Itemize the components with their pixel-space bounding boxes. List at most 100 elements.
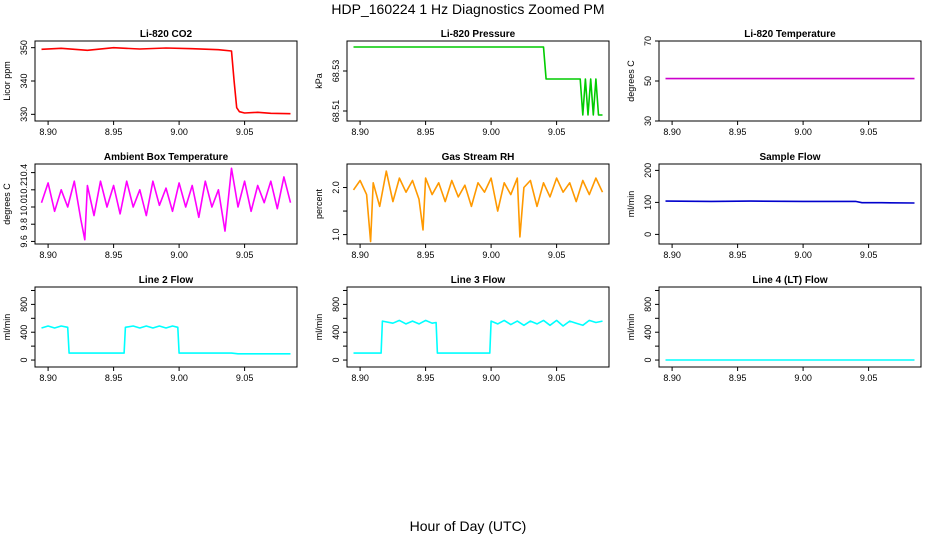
y-tick-label: 30 — [643, 116, 653, 126]
panel-3: Li-820 Temperature degrees C 8.90 8.95 9.00 9… — [626, 29, 922, 137]
x-axis-label: Hour of Day (UTC) — [409, 518, 527, 534]
x-tick-label: 9.05 — [548, 373, 566, 383]
y-tick-label: 0 — [19, 358, 29, 363]
y-axis-label: ml/min — [314, 314, 324, 341]
y-tick-label: 1.0 — [331, 228, 341, 241]
x-tick-label: 8.90 — [663, 127, 681, 137]
series-line-1 — [40, 167, 292, 241]
plot-frame — [346, 286, 610, 368]
x-tick-label: 9.05 — [236, 373, 254, 383]
panel-9: Line 4 (LT) Flow ml/min 8.90 8.95 9.00 9.05 0 4… — [626, 275, 922, 383]
x-tick-label: 9.00 — [794, 250, 812, 260]
x-tick-label: 8.95 — [105, 373, 123, 383]
panel-title: Li-820 Pressure — [441, 29, 516, 40]
y-tick-label: 800 — [643, 297, 653, 312]
x-tick-label: 9.00 — [170, 127, 188, 137]
y-tick-label: 100 — [643, 195, 653, 210]
plot-frame — [658, 286, 922, 368]
y-tick-label: 400 — [19, 325, 29, 340]
x-tick-label: 9.00 — [482, 127, 500, 137]
x-tick-label: 8.90 — [351, 373, 369, 383]
x-tick-label: 8.95 — [105, 127, 123, 137]
y-axis-label: ml/min — [2, 314, 12, 341]
y-tick-label: 10.4 — [19, 164, 29, 182]
plot-frame — [658, 163, 922, 245]
y-tick-label: 9.6 — [19, 235, 29, 248]
y-tick-label: 200 — [643, 163, 653, 178]
panel-title: Line 4 (LT) Flow — [752, 275, 828, 286]
x-tick-label: 9.05 — [236, 127, 254, 137]
x-tick-label: 9.00 — [482, 250, 500, 260]
y-axis-label: degrees C — [2, 183, 12, 225]
panel-5: Gas Stream RH percent 8.90 8.95 9.00 9.05 1.0 2… — [314, 152, 610, 260]
y-tick-label: 0 — [643, 358, 653, 363]
series-line-1 — [41, 325, 291, 355]
x-tick-label: 8.95 — [729, 373, 747, 383]
y-tick-label: 340 — [19, 73, 29, 88]
x-tick-label: 9.05 — [548, 127, 566, 137]
y-tick-label: 68.53 — [331, 60, 341, 83]
x-tick-label: 9.05 — [236, 250, 254, 260]
series-line-1 — [665, 200, 915, 204]
page-title: HDP_160224 1 Hz Diagnostics Zoomed PM — [331, 1, 605, 17]
y-axis-label: degrees C — [626, 60, 636, 102]
plot-frame — [658, 40, 922, 122]
x-tick-label: 9.05 — [860, 250, 878, 260]
y-tick-label: 68.51 — [331, 100, 341, 123]
plot-frame — [34, 40, 298, 122]
series-line-1 — [353, 319, 603, 354]
y-tick-label: 10.2 — [19, 181, 29, 199]
x-tick-label: 8.95 — [417, 373, 435, 383]
x-tick-label: 8.95 — [729, 127, 747, 137]
x-tick-label: 9.05 — [860, 127, 878, 137]
y-tick-label: 9.8 — [19, 218, 29, 231]
panel-title: Line 2 Flow — [139, 275, 194, 286]
x-tick-label: 8.90 — [39, 127, 57, 137]
x-tick-label: 8.95 — [417, 127, 435, 137]
panel-title: Li-820 CO2 — [140, 29, 193, 40]
panel-1: Li-820 CO2 Licor ppm 8.90 8.95 9.00 9.05 330 34… — [2, 29, 298, 137]
x-tick-label: 8.95 — [105, 250, 123, 260]
x-tick-label: 9.05 — [860, 373, 878, 383]
plot-frame — [346, 40, 610, 122]
x-tick-label: 8.90 — [39, 250, 57, 260]
x-tick-label: 8.90 — [39, 373, 57, 383]
panel-4: Ambient Box Temperature degrees C 8.90 8.95… — [2, 152, 298, 260]
x-tick-label: 8.90 — [663, 373, 681, 383]
y-tick-label: 350 — [19, 40, 29, 55]
x-tick-label: 8.90 — [351, 250, 369, 260]
y-tick-label: 0 — [643, 232, 653, 237]
y-tick-label: 800 — [19, 297, 29, 312]
y-tick-label: 400 — [331, 325, 341, 340]
y-tick-label: 70 — [643, 36, 653, 46]
y-tick-label: 0 — [331, 358, 341, 363]
panel-title: Li-820 Temperature — [744, 29, 836, 40]
x-tick-label: 8.95 — [417, 250, 435, 260]
y-tick-label: 10.0 — [19, 198, 29, 216]
y-tick-label: 330 — [19, 107, 29, 122]
y-axis-label: ml/min — [626, 314, 636, 341]
x-tick-label: 8.90 — [351, 127, 369, 137]
y-axis-label: percent — [314, 188, 324, 219]
plot-frame — [346, 163, 610, 245]
y-tick-label: 2.0 — [331, 181, 341, 194]
y-tick-label: 50 — [643, 76, 653, 86]
panel-title: Sample Flow — [759, 152, 820, 163]
plot-frame — [34, 286, 298, 368]
panel-7: Line 2 Flow ml/min 8.90 8.95 9.00 9.05 0 400 800 — [2, 275, 298, 383]
y-axis-label: ml/min — [626, 191, 636, 218]
x-tick-label: 8.95 — [729, 250, 747, 260]
x-tick-label: 9.05 — [548, 250, 566, 260]
series-line-1 — [353, 46, 603, 116]
y-axis-label: kPa — [314, 73, 324, 89]
plot-frame — [34, 163, 298, 245]
panel-title: Ambient Box Temperature — [104, 152, 229, 163]
series-line-1 — [352, 170, 604, 243]
x-tick-label: 9.00 — [170, 373, 188, 383]
x-tick-label: 9.00 — [482, 373, 500, 383]
panel-title: Gas Stream RH — [442, 152, 515, 163]
y-axis-label: Licor ppm — [2, 61, 12, 101]
x-tick-label: 9.00 — [170, 250, 188, 260]
panel-title: Line 3 Flow — [451, 275, 506, 286]
